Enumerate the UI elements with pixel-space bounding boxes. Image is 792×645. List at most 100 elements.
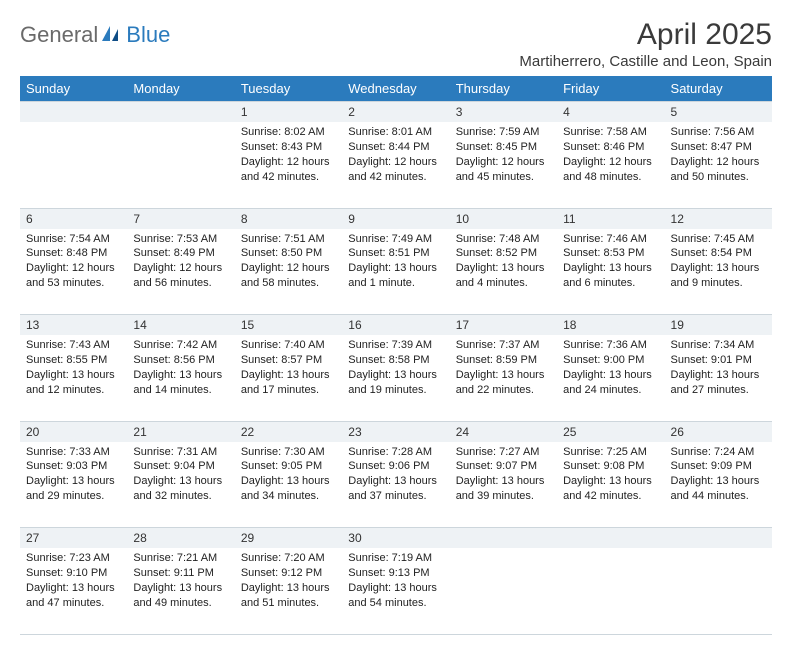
- sunrise-text: Sunrise: 7:24 AM: [671, 445, 766, 460]
- day-number-cell: 2: [342, 102, 449, 123]
- weekday-header: Saturday: [665, 76, 772, 102]
- sunset-text: Sunset: 9:06 PM: [348, 459, 443, 474]
- sunset-text: Sunset: 8:52 PM: [456, 246, 551, 261]
- day-number-cell: [450, 528, 557, 549]
- daylight-text: Daylight: 13 hours and 47 minutes.: [26, 581, 121, 611]
- page-title: April 2025: [519, 18, 772, 51]
- daylight-text: Daylight: 13 hours and 14 minutes.: [133, 368, 228, 398]
- day-number: 11: [557, 209, 664, 229]
- weekday-header: Thursday: [450, 76, 557, 102]
- sunrise-text: Sunrise: 7:34 AM: [671, 338, 766, 353]
- day-cell: Sunrise: 7:58 AMSunset: 8:46 PMDaylight:…: [557, 122, 664, 208]
- brand-logo: General Blue: [20, 22, 170, 48]
- sunrise-text: Sunrise: 7:25 AM: [563, 445, 658, 460]
- day-number-cell: 17: [450, 315, 557, 336]
- daylight-text: Daylight: 13 hours and 17 minutes.: [241, 368, 336, 398]
- sunset-text: Sunset: 8:56 PM: [133, 353, 228, 368]
- day-number-cell: 8: [235, 208, 342, 229]
- day-cell: Sunrise: 7:19 AMSunset: 9:13 PMDaylight:…: [342, 548, 449, 634]
- daylight-text: Daylight: 13 hours and 27 minutes.: [671, 368, 766, 398]
- day-number-cell: 10: [450, 208, 557, 229]
- sunrise-text: Sunrise: 7:33 AM: [26, 445, 121, 460]
- sunrise-text: Sunrise: 7:53 AM: [133, 232, 228, 247]
- sunset-text: Sunset: 8:49 PM: [133, 246, 228, 261]
- day-cell: Sunrise: 8:01 AMSunset: 8:44 PMDaylight:…: [342, 122, 449, 208]
- sunrise-text: Sunrise: 7:54 AM: [26, 232, 121, 247]
- daylight-text: Daylight: 13 hours and 54 minutes.: [348, 581, 443, 611]
- day-number-cell: 27: [20, 528, 127, 549]
- day-number: 5: [665, 102, 772, 122]
- sunrise-text: Sunrise: 7:42 AM: [133, 338, 228, 353]
- day-number-cell: 28: [127, 528, 234, 549]
- sunset-text: Sunset: 8:51 PM: [348, 246, 443, 261]
- sunset-text: Sunset: 9:01 PM: [671, 353, 766, 368]
- day-number-cell: 26: [665, 421, 772, 442]
- sunset-text: Sunset: 9:03 PM: [26, 459, 121, 474]
- day-number-cell: 5: [665, 102, 772, 123]
- day-number-cell: 24: [450, 421, 557, 442]
- sunrise-text: Sunrise: 8:01 AM: [348, 125, 443, 140]
- day-number-cell: 22: [235, 421, 342, 442]
- day-cell: Sunrise: 7:37 AMSunset: 8:59 PMDaylight:…: [450, 335, 557, 421]
- day-number: 18: [557, 315, 664, 335]
- sunrise-text: Sunrise: 7:56 AM: [671, 125, 766, 140]
- sunrise-text: Sunrise: 7:28 AM: [348, 445, 443, 460]
- day-cell: Sunrise: 7:28 AMSunset: 9:06 PMDaylight:…: [342, 442, 449, 528]
- day-number: 17: [450, 315, 557, 335]
- daylight-text: Daylight: 12 hours and 45 minutes.: [456, 155, 551, 185]
- day-cell: [20, 122, 127, 208]
- daylight-text: Daylight: 13 hours and 32 minutes.: [133, 474, 228, 504]
- daylight-text: Daylight: 12 hours and 42 minutes.: [241, 155, 336, 185]
- sunrise-text: Sunrise: 7:45 AM: [671, 232, 766, 247]
- day-cell: Sunrise: 7:31 AMSunset: 9:04 PMDaylight:…: [127, 442, 234, 528]
- day-cell: [450, 548, 557, 634]
- sunrise-text: Sunrise: 7:37 AM: [456, 338, 551, 353]
- day-number: 7: [127, 209, 234, 229]
- day-number: 8: [235, 209, 342, 229]
- day-number-cell: 14: [127, 315, 234, 336]
- sunset-text: Sunset: 8:55 PM: [26, 353, 121, 368]
- day-cell: Sunrise: 7:43 AMSunset: 8:55 PMDaylight:…: [20, 335, 127, 421]
- day-number-cell: 9: [342, 208, 449, 229]
- day-number: 1: [235, 102, 342, 122]
- day-number-cell: 6: [20, 208, 127, 229]
- weekday-header: Monday: [127, 76, 234, 102]
- day-number-cell: 11: [557, 208, 664, 229]
- brand-sails-icon: [102, 26, 124, 47]
- weekday-header: Tuesday: [235, 76, 342, 102]
- daylight-text: Daylight: 13 hours and 12 minutes.: [26, 368, 121, 398]
- day-number: 3: [450, 102, 557, 122]
- daylight-text: Daylight: 12 hours and 50 minutes.: [671, 155, 766, 185]
- day-number-cell: 25: [557, 421, 664, 442]
- sunset-text: Sunset: 9:08 PM: [563, 459, 658, 474]
- sunrise-text: Sunrise: 7:48 AM: [456, 232, 551, 247]
- day-cell: Sunrise: 7:33 AMSunset: 9:03 PMDaylight:…: [20, 442, 127, 528]
- day-cell: Sunrise: 7:42 AMSunset: 8:56 PMDaylight:…: [127, 335, 234, 421]
- day-number: 21: [127, 422, 234, 442]
- brand-general: General: [20, 22, 98, 48]
- day-cell: Sunrise: 7:24 AMSunset: 9:09 PMDaylight:…: [665, 442, 772, 528]
- day-number: 27: [20, 528, 127, 548]
- sunset-text: Sunset: 8:53 PM: [563, 246, 658, 261]
- day-number: 30: [342, 528, 449, 548]
- day-number-cell: 15: [235, 315, 342, 336]
- day-number: 26: [665, 422, 772, 442]
- sunrise-text: Sunrise: 7:23 AM: [26, 551, 121, 566]
- day-number-cell: 18: [557, 315, 664, 336]
- sunset-text: Sunset: 8:48 PM: [26, 246, 121, 261]
- sunrise-text: Sunrise: 7:31 AM: [133, 445, 228, 460]
- day-number: 13: [20, 315, 127, 335]
- day-cell: Sunrise: 7:48 AMSunset: 8:52 PMDaylight:…: [450, 229, 557, 315]
- day-number-cell: [127, 102, 234, 123]
- day-cell: Sunrise: 7:59 AMSunset: 8:45 PMDaylight:…: [450, 122, 557, 208]
- sunrise-text: Sunrise: 7:20 AM: [241, 551, 336, 566]
- day-number: 24: [450, 422, 557, 442]
- day-cell: Sunrise: 7:54 AMSunset: 8:48 PMDaylight:…: [20, 229, 127, 315]
- sunset-text: Sunset: 9:05 PM: [241, 459, 336, 474]
- sunset-text: Sunset: 8:45 PM: [456, 140, 551, 155]
- day-cell: Sunrise: 7:56 AMSunset: 8:47 PMDaylight:…: [665, 122, 772, 208]
- day-number: 14: [127, 315, 234, 335]
- sunset-text: Sunset: 9:04 PM: [133, 459, 228, 474]
- sunrise-text: Sunrise: 7:46 AM: [563, 232, 658, 247]
- sunset-text: Sunset: 8:47 PM: [671, 140, 766, 155]
